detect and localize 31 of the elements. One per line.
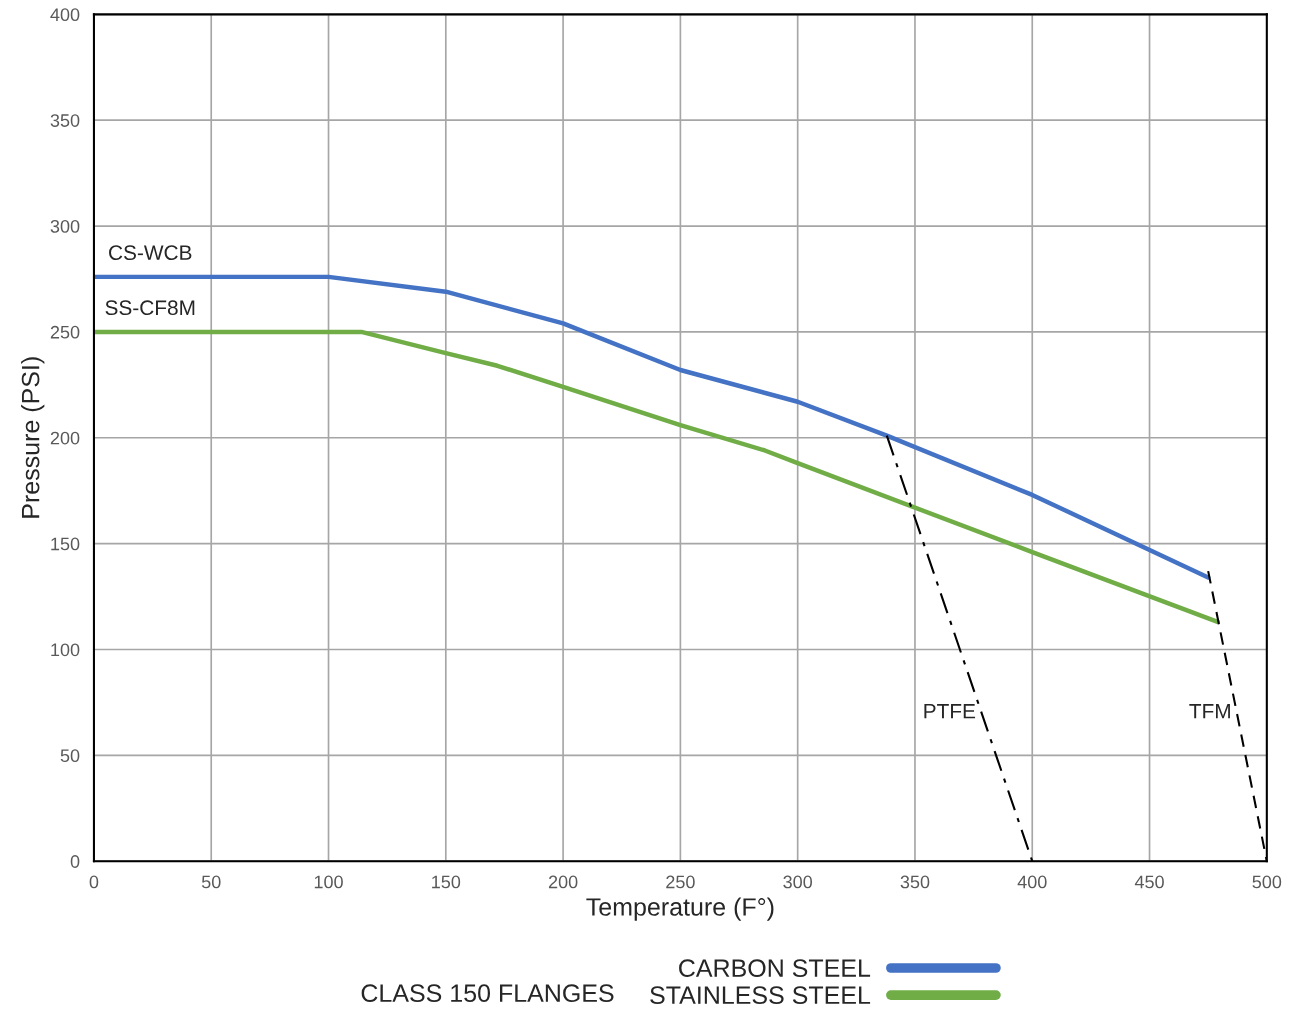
legend-label: CARBON STEEL bbox=[679, 959, 871, 977]
x-tick-label: 500 bbox=[1252, 875, 1282, 889]
x-tick-label: 200 bbox=[548, 875, 578, 889]
annotation: PTFE bbox=[924, 704, 976, 719]
y-tick-label: 150 bbox=[51, 537, 80, 551]
x-tick-label: 0 bbox=[89, 875, 99, 889]
annotation: SS-CF8M bbox=[105, 300, 195, 316]
y-tick-label: 200 bbox=[50, 431, 80, 445]
annotation: CS-WCB bbox=[109, 245, 192, 261]
x-tick-label: 150 bbox=[432, 875, 461, 889]
annotation: TFM bbox=[1189, 704, 1230, 719]
x-tick-label: 250 bbox=[666, 875, 695, 889]
line-series bbox=[93, 274, 1211, 580]
y-tick-label: 50 bbox=[60, 749, 80, 763]
x-tick-label: 300 bbox=[783, 875, 813, 889]
legend-label: STAINLESS STEEL bbox=[650, 986, 871, 1005]
y-tick-label: 0 bbox=[70, 855, 80, 868]
legend-title: CLASS 150 FLANGES bbox=[361, 984, 614, 1003]
y-tick-label: 350 bbox=[50, 114, 80, 127]
y-tick-label: 250 bbox=[50, 325, 80, 339]
x-tick-label: 400 bbox=[1017, 875, 1047, 889]
x-tick-label: 100 bbox=[314, 875, 343, 889]
y-tick-label: 300 bbox=[50, 219, 80, 233]
x-tick-label: 450 bbox=[1134, 875, 1164, 889]
y-tick-label: 400 bbox=[50, 8, 80, 22]
line-series bbox=[93, 329, 1220, 625]
x-axis-title: Temperature (F°) bbox=[586, 897, 774, 921]
y-tick-label: 100 bbox=[51, 643, 80, 657]
y-axis-title: Pressure (PSI) bbox=[21, 357, 45, 518]
x-tick-label: 350 bbox=[900, 875, 930, 889]
x-tick-label: 50 bbox=[201, 875, 221, 889]
